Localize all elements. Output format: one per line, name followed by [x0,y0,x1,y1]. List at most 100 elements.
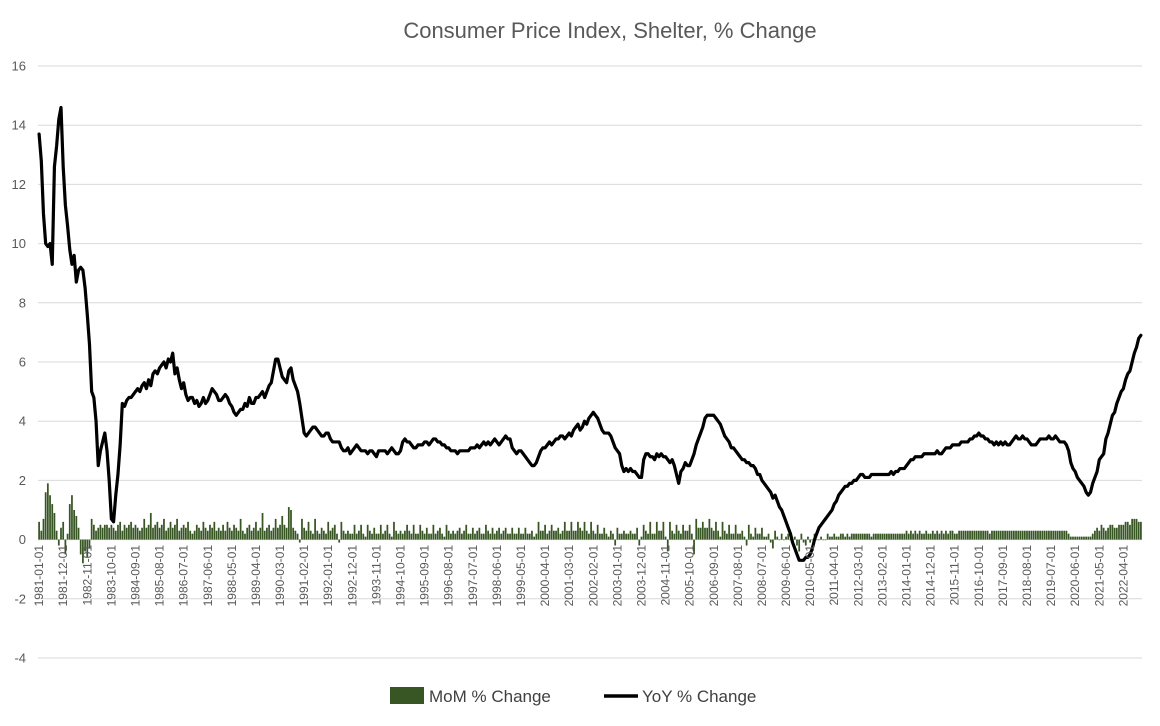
mom-bar [1052,530,1055,540]
mom-bar [266,527,268,540]
mom-bar [866,533,868,540]
mom-bar [1096,527,1098,540]
mom-bar [914,530,917,540]
mom-bar [1034,530,1037,540]
mom-bar [244,533,246,540]
mom-bar [191,533,194,540]
mom-bar [226,521,229,540]
x-tick-label: 1984-09-01 [128,545,142,607]
mom-bar [701,521,704,540]
mom-bar [942,533,945,540]
mom-bar [246,527,249,540]
mom-bar [283,524,286,540]
mom-bar [721,521,724,540]
mom-bar [404,530,406,540]
mom-bar [925,530,928,540]
mom-bar [947,533,950,540]
mom-bar [1012,530,1015,540]
mom-bar [787,533,790,540]
mom-bar [642,524,645,540]
mom-bar [401,533,404,540]
mom-bar [802,539,805,543]
mom-bar [355,533,358,540]
mom-bar [846,533,849,540]
legend-label-yoy: YoY % Change [642,687,756,706]
mom-bar [833,533,836,540]
x-tick-label: 2010-05-01 [803,545,817,607]
legend-label-mom: MoM % Change [429,687,551,706]
mom-bar [522,533,525,540]
x-tick-label: 2011-04-01 [827,545,841,606]
mom-bar [739,533,741,540]
mom-bar [1085,536,1088,540]
mom-bar [686,530,689,540]
mom-bar [809,539,812,543]
mom-bar [539,530,542,540]
mom-bar [1028,530,1031,540]
mom-bar [756,533,759,540]
mom-bar [71,495,73,540]
mom-bar [509,533,511,540]
mom-bar [520,533,522,540]
mom-bar [1111,524,1114,540]
mom-bar [143,518,146,540]
mom-bar [351,533,354,540]
mom-bar [712,530,715,540]
mom-bar [903,533,906,540]
mom-bar [145,527,148,540]
mom-bar [493,533,496,540]
x-tick-label: 1995-09-01 [418,545,432,607]
mom-bar [279,524,281,540]
mom-bar [951,530,954,540]
mom-bar [224,530,227,540]
yoy-line [37,105,1143,562]
mom-bar [785,536,787,540]
mom-bar [182,524,185,540]
mom-bar [568,530,571,540]
x-tick-label: 2003-01-01 [610,545,624,607]
mom-bar [822,539,825,541]
mom-bar [1129,524,1131,540]
mom-bar [612,533,614,540]
mom-bar [134,524,137,540]
mom-bar [368,530,371,540]
mom-bar [305,530,308,540]
mom-bar [634,533,636,540]
mom-bar [1019,530,1022,540]
mom-bar [410,533,413,540]
mom-bar [154,524,157,540]
mom-bar [905,530,908,540]
mom-bar [664,536,667,540]
mom-bar [108,527,111,540]
mom-bar [92,524,95,540]
mom-bar [241,530,244,540]
mom-bar [1078,536,1081,540]
mom-bar [747,524,750,540]
mom-bar [877,533,879,540]
mom-bar [502,530,505,540]
mom-bar [671,530,674,540]
mom-bar [627,533,630,540]
mom-bar [163,518,165,540]
mom-bar [460,533,463,540]
mom-bar [136,527,139,540]
mom-bar [1137,521,1140,540]
mom-bar [807,536,809,540]
mom-bar [883,533,886,540]
mom-bar [255,521,257,540]
mom-bar [706,527,709,540]
y-tick-label: 10 [12,236,26,251]
mom-bar [644,530,647,540]
mom-bar [318,533,321,540]
mom-bar [960,530,963,540]
mom-bar [68,504,71,540]
mom-bar [1017,530,1020,540]
mom-bar [386,524,389,540]
mom-bar [778,539,781,541]
x-tick-label: 1986-07-01 [177,545,191,607]
x-tick-label: 2018-08-01 [1020,545,1034,607]
mom-bar [371,533,373,540]
mom-bar [997,530,1000,540]
mom-bar [964,530,967,540]
mom-bar [237,530,240,540]
